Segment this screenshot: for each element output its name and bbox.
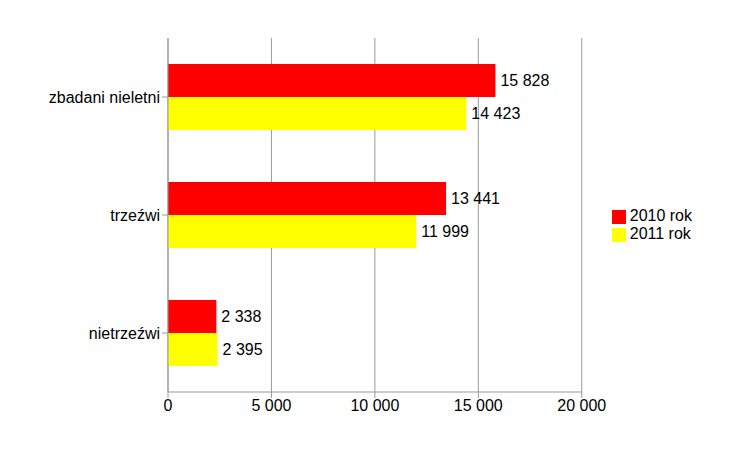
svg-text:13 441: 13 441 bbox=[451, 190, 500, 207]
svg-text:nietrzeźwi: nietrzeźwi bbox=[89, 325, 160, 342]
svg-text:11 999: 11 999 bbox=[421, 223, 469, 240]
svg-text:5 000: 5 000 bbox=[251, 397, 291, 414]
html-text:2011 rok: 2011 rok bbox=[629, 225, 691, 242]
svg-text:2 338: 2 338 bbox=[221, 308, 261, 325]
svg-text:trzeźwi: trzeźwi bbox=[110, 207, 160, 224]
html-text:2010 rok: 2010 rok bbox=[629, 207, 692, 224]
svg-text:15 828: 15 828 bbox=[500, 72, 549, 89]
svg-text:zbadani nieletni: zbadani nieletni bbox=[49, 89, 160, 106]
svg-text:14 423: 14 423 bbox=[471, 105, 520, 122]
svg-text:20 000: 20 000 bbox=[557, 397, 606, 414]
svg-text:2 395: 2 395 bbox=[223, 341, 263, 358]
svg-text:10 000: 10 000 bbox=[350, 397, 399, 414]
svg-text:15 000: 15 000 bbox=[454, 397, 503, 414]
svg-text:0: 0 bbox=[164, 397, 173, 414]
